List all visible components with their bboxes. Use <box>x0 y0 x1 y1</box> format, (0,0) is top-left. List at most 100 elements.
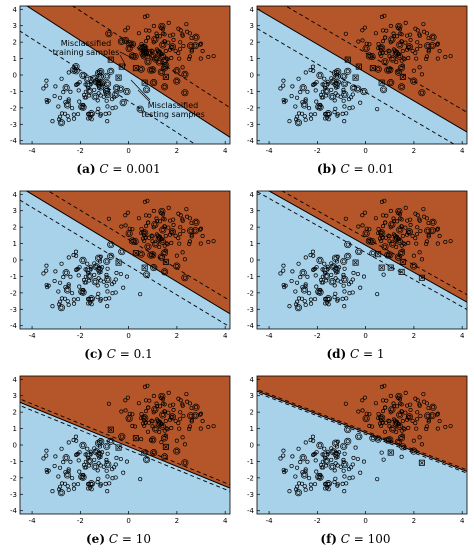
data-point <box>82 95 87 100</box>
support-vector-ring <box>105 30 113 38</box>
data-point <box>390 56 395 62</box>
data-point <box>391 417 396 422</box>
data-point <box>73 434 79 439</box>
data-point <box>64 270 69 275</box>
data-point <box>119 39 124 44</box>
data-point <box>417 435 422 440</box>
data-point <box>74 438 79 443</box>
misclassified-point <box>118 63 125 70</box>
support-vector-ring <box>396 41 404 49</box>
data-point <box>421 22 426 27</box>
data-point <box>331 264 336 269</box>
data-point <box>437 418 442 424</box>
data-point <box>355 456 360 462</box>
data-point <box>399 39 404 44</box>
data-point <box>411 264 416 269</box>
misclassified-mark <box>116 75 121 80</box>
data-point <box>53 84 58 89</box>
data-point <box>333 461 338 466</box>
support-vector-ring <box>294 119 302 127</box>
data-point <box>380 235 385 240</box>
data-point <box>350 277 355 282</box>
data-point <box>411 253 416 258</box>
support-vector-ring <box>387 79 395 87</box>
data-point <box>145 383 150 388</box>
data-point <box>341 468 346 473</box>
caption-value: = 1 <box>363 347 385 361</box>
plot-c: -4 -2 0 2 4 4 3 2 1 0 -1 -2 -3 -4 <box>10 190 231 340</box>
data-point <box>143 50 148 55</box>
x-tick-label: 0 <box>363 332 367 340</box>
data-point <box>143 235 148 240</box>
data-point <box>386 418 391 423</box>
support-vector-ring <box>369 434 377 442</box>
data-point <box>193 43 198 48</box>
data-point <box>323 267 328 272</box>
data-point <box>163 233 168 239</box>
data-point <box>411 449 416 454</box>
data-point <box>45 100 50 105</box>
data-point <box>426 220 431 226</box>
data-point <box>66 467 71 472</box>
data-point <box>185 214 190 219</box>
data-point <box>399 224 404 229</box>
caption-value: = 10 <box>121 532 151 546</box>
data-point <box>95 480 100 485</box>
annotation-training: Misclassified training samples <box>53 39 120 57</box>
data-point <box>121 285 126 290</box>
data-point <box>159 26 164 31</box>
data-point <box>367 53 372 58</box>
margin-lower <box>20 405 230 492</box>
data-point <box>56 289 61 294</box>
data-point <box>93 464 98 469</box>
data-point <box>287 489 292 494</box>
data-point <box>317 73 323 78</box>
data-point <box>187 426 192 432</box>
data-point <box>44 97 49 103</box>
support-vector-ring <box>173 67 181 75</box>
data-point <box>45 285 50 290</box>
data-point <box>58 465 63 470</box>
data-point <box>104 444 109 449</box>
caption-label: (a) <box>76 162 96 176</box>
data-point <box>146 405 151 410</box>
data-point <box>166 40 171 45</box>
data-point <box>334 85 339 90</box>
misclassified-point <box>387 449 394 456</box>
support-vector-ring <box>161 268 169 276</box>
data-point <box>301 455 306 460</box>
data-point <box>105 92 110 97</box>
support-vector-ring <box>159 41 167 49</box>
data-point <box>417 65 422 70</box>
data-point <box>71 112 76 117</box>
data-point <box>312 112 318 117</box>
data-point <box>92 87 97 92</box>
data-point <box>373 31 378 36</box>
data-point <box>356 224 361 229</box>
data-point <box>86 267 91 272</box>
data-point <box>342 277 347 282</box>
data-point <box>403 390 408 395</box>
data-point <box>61 460 66 465</box>
support-vector-ring <box>299 84 307 92</box>
support-vector-ring <box>388 405 396 414</box>
data-point <box>313 273 318 278</box>
data-point <box>178 225 183 230</box>
support-vector-ring <box>103 257 111 265</box>
upper-region <box>20 376 230 489</box>
data-point <box>356 249 361 254</box>
data-point <box>305 89 310 94</box>
data-point <box>180 435 185 440</box>
data-point <box>426 405 431 411</box>
data-point <box>66 487 71 492</box>
data-point <box>347 106 352 111</box>
caption-symbol: C <box>340 532 350 546</box>
data-point <box>127 411 132 416</box>
y-tick-label: 4 <box>13 6 18 14</box>
data-point <box>138 477 143 482</box>
data-point <box>303 440 308 445</box>
support-vector-ring <box>173 77 181 85</box>
data-point <box>303 467 308 472</box>
data-point <box>64 85 69 90</box>
data-point <box>314 265 319 270</box>
